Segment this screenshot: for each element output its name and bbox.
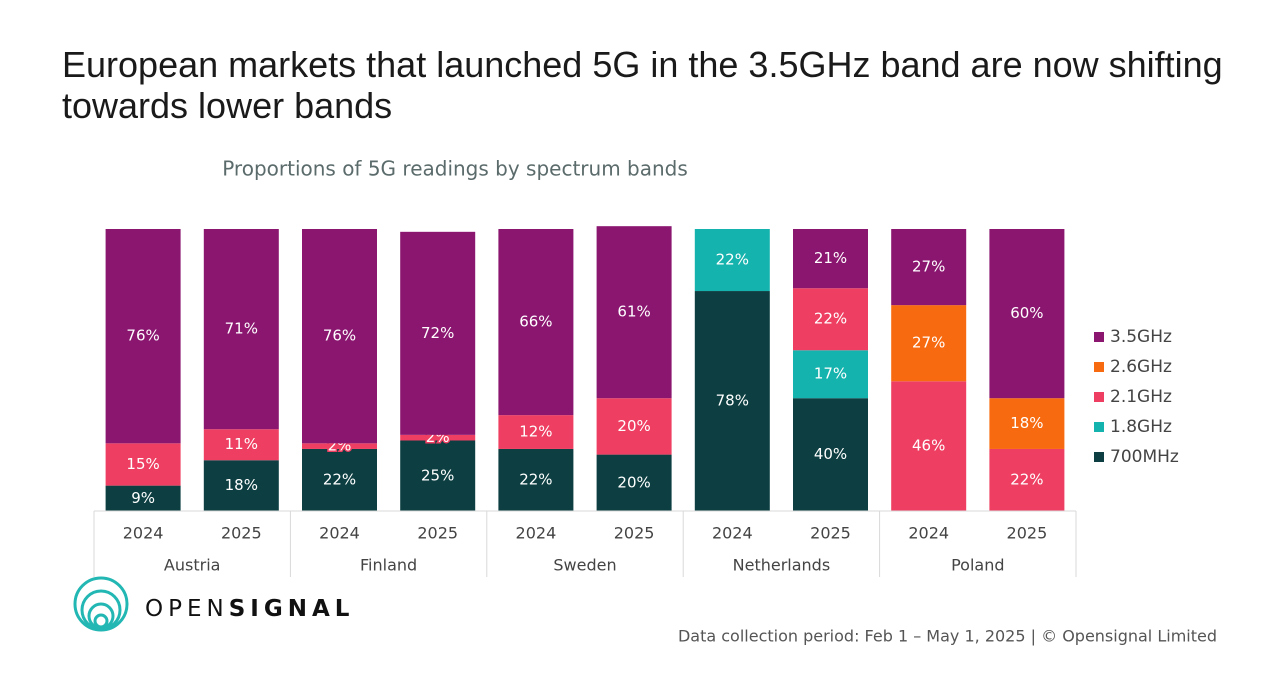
bar-segment	[793, 398, 868, 511]
group-label: Finland	[360, 556, 417, 575]
logo-icon	[73, 576, 129, 632]
value-label: 22%	[323, 470, 356, 488]
value-label: 40%	[814, 445, 847, 463]
group-label: Sweden	[553, 556, 616, 575]
x-tick-label: 2025	[417, 524, 458, 543]
bar-segment	[793, 288, 868, 351]
bar-segment	[793, 350, 868, 399]
value-label: 22%	[1010, 470, 1043, 488]
bar-segment	[694, 291, 770, 511]
bar-segment	[793, 229, 868, 289]
value-label: 18%	[1010, 414, 1043, 432]
value-label: 17%	[814, 365, 847, 383]
value-label: 71%	[225, 320, 258, 338]
x-tick-label: 2024	[712, 524, 753, 543]
bar-segment	[302, 448, 377, 511]
x-tick-label: 2024	[319, 524, 360, 543]
legend-swatch	[1094, 452, 1104, 462]
x-tick-label: 2024	[908, 524, 949, 543]
value-label: 11%	[225, 435, 258, 453]
value-label: 76%	[126, 327, 159, 345]
group-label: Poland	[951, 556, 1004, 575]
logo-right: SIGNAL	[229, 596, 355, 622]
value-label: 66%	[519, 313, 552, 331]
bar-segment	[989, 448, 1065, 511]
group-label: Austria	[164, 556, 221, 575]
bar-segment	[891, 305, 967, 382]
value-label: 61%	[617, 303, 650, 321]
bar-segment	[105, 485, 181, 511]
value-label: 15%	[126, 455, 159, 473]
chart-subtitle: Proportions of 5G readings by spectrum b…	[222, 157, 688, 181]
value-label: 76%	[323, 327, 356, 345]
value-label: 78%	[716, 392, 749, 410]
x-tick-label: 2024	[516, 524, 557, 543]
bar-segment	[203, 460, 279, 511]
bar-segment	[105, 229, 181, 444]
value-label: 27%	[912, 334, 945, 352]
legend-swatch	[1094, 392, 1104, 402]
logo-text: OPENSIGNAL	[145, 596, 354, 622]
bar-segment	[105, 443, 181, 486]
bar-segment	[989, 229, 1065, 399]
value-label: 22%	[716, 251, 749, 269]
bar-segment	[203, 429, 279, 461]
logo-left: OPEN	[145, 596, 229, 622]
legend-label: 2.6GHz	[1110, 357, 1172, 377]
value-label: 12%	[519, 423, 552, 441]
value-label: 60%	[1010, 304, 1043, 322]
legend-label: 3.5GHz	[1110, 327, 1172, 347]
bar-segment	[891, 229, 967, 306]
bar-segment	[596, 226, 672, 399]
value-label: 22%	[814, 310, 847, 328]
legend-swatch	[1094, 332, 1104, 342]
value-label: 27%	[912, 258, 945, 276]
x-tick-label: 2024	[123, 524, 164, 543]
x-tick-label: 2025	[614, 524, 655, 543]
bar-segment	[400, 231, 476, 435]
value-label: 22%	[519, 470, 552, 488]
bar-segment	[400, 434, 476, 441]
bar-segment	[891, 381, 967, 511]
bar-segment	[498, 448, 574, 511]
bar-segment	[498, 415, 574, 449]
bar-segment	[989, 398, 1065, 449]
legend-swatch	[1094, 362, 1104, 372]
legend-label: 1.8GHz	[1110, 417, 1172, 437]
group-label: Netherlands	[733, 556, 831, 575]
bar-segment	[694, 229, 770, 292]
value-label: 18%	[225, 476, 258, 494]
legend-swatch	[1094, 422, 1104, 432]
value-label: 9%	[131, 489, 155, 507]
legend-label: 2.1GHz	[1110, 387, 1172, 407]
footer: Data collection period: Feb 1 – May 1, 2…	[678, 627, 1217, 646]
bar-segment	[302, 443, 377, 449]
legend-label: 700MHz	[1110, 447, 1179, 467]
x-tick-label: 2025	[810, 524, 851, 543]
bar-segment	[596, 454, 672, 511]
x-tick-label: 2025	[221, 524, 262, 543]
title: European markets that launched 5G in the…	[62, 44, 1223, 126]
x-tick-label: 2025	[1007, 524, 1048, 543]
value-label: 21%	[814, 249, 847, 267]
value-label: 20%	[617, 417, 650, 435]
bar-segment	[596, 398, 672, 455]
bar-segment	[498, 229, 574, 416]
value-label: 46%	[912, 437, 945, 455]
bar-segment	[203, 229, 279, 430]
value-label: 20%	[617, 473, 650, 491]
value-label: 25%	[421, 466, 454, 484]
bar-segment	[302, 229, 377, 444]
value-label: 72%	[421, 324, 454, 342]
bar-segment	[400, 440, 476, 511]
